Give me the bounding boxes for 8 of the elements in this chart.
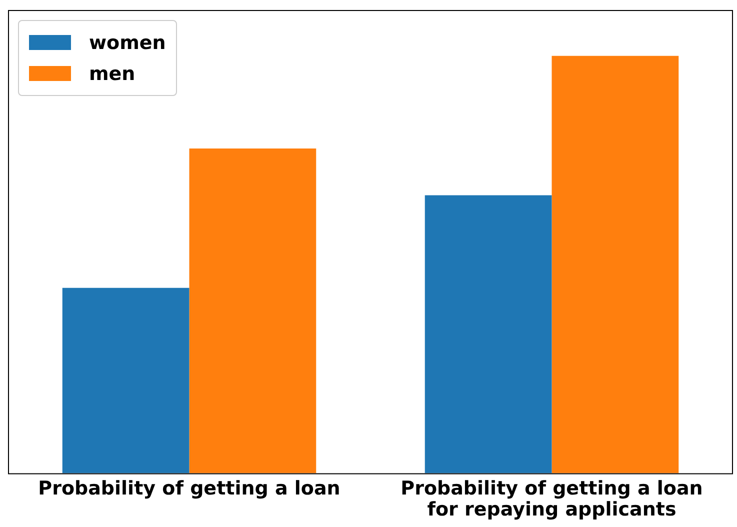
bar bbox=[189, 148, 316, 474]
x-tick-label: Probability of getting a loan for repaying applicants bbox=[400, 478, 703, 520]
legend-label: women bbox=[89, 32, 166, 54]
x-tick-label: Probability of getting a loan bbox=[38, 478, 340, 500]
legend-label: men bbox=[89, 62, 136, 84]
bar bbox=[62, 288, 190, 474]
bar bbox=[424, 195, 552, 474]
bar bbox=[552, 56, 679, 474]
